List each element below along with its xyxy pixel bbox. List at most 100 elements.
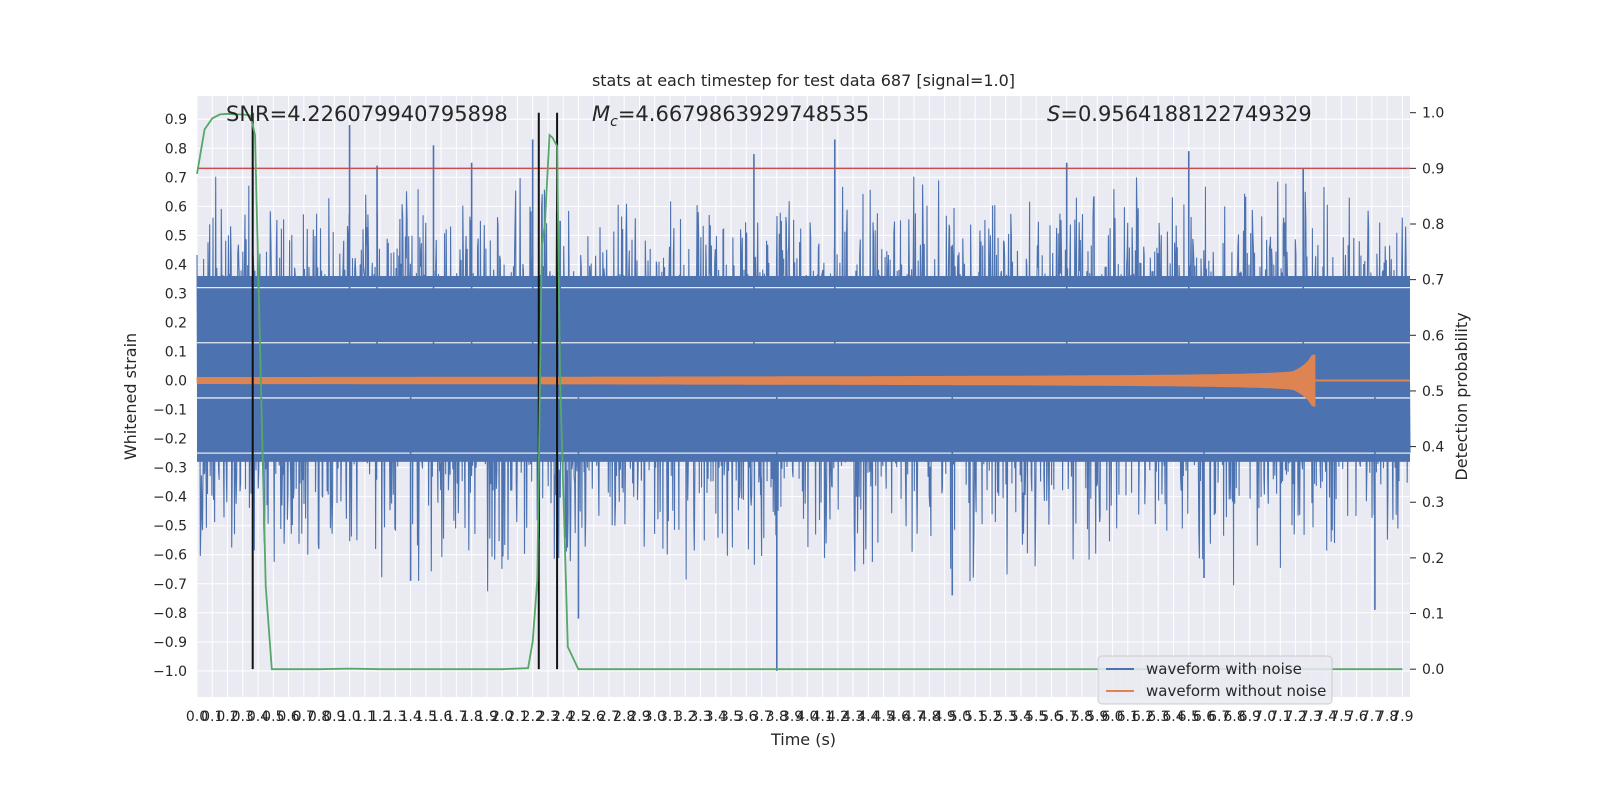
y-axis-label: Whitened strain [121,333,140,460]
y2-tick-label: 0.5 [1422,384,1444,400]
x-axis-label: Time (s) [770,730,836,749]
chirp-envelope [197,354,1316,407]
x-tick-label: 5.1 [964,709,986,725]
x-tick-label: 4.4 [857,709,879,725]
x-tick-label: 0.1 [201,709,223,725]
x-tick-label: 3.2 [674,709,696,725]
x-tick-label: 6.9 [1239,709,1261,725]
y-tick-label: 0.5 [165,228,187,244]
x-tick-label: 1.6 [430,709,452,725]
x-tick-label: 7.7 [1361,709,1383,725]
y2-tick-label: 0.8 [1422,217,1444,233]
y-tick-label: −0.7 [153,577,187,593]
x-tick-label: 7.8 [1376,709,1398,725]
y-tick-label: 0.0 [165,374,187,390]
x-tick-label: 3.8 [766,709,788,725]
x-tick-label: 0.3 [232,709,254,725]
y-tick-label: −0.8 [153,606,187,622]
x-tick-label: 6.0 [1101,709,1123,725]
x-tick-label: 1.2 [369,709,391,725]
x-tick-label: 4.5 [872,709,894,725]
x-tick-label: 4.2 [827,709,849,725]
y2-tick-label: 0.3 [1422,495,1444,511]
x-tick-label: 6.1 [1117,709,1139,725]
x-tick-label: 5.4 [1010,709,1032,725]
y-tick-label: 0.3 [165,286,187,302]
y-tick-label: −1.0 [153,664,187,680]
x-tick-label: 7.5 [1330,709,1352,725]
chirp-oscillation [196,376,564,385]
x-tick-label: 2.8 [613,709,635,725]
y-tick-label: −0.2 [153,432,187,448]
x-tick-label: 1.1 [354,709,376,725]
x-tick-label: 0.4 [247,709,269,725]
y2-tick-label: 1.0 [1422,106,1444,122]
legend-box [1097,655,1333,705]
score-value: =0.9564188122749329 [1060,102,1311,126]
x-tick-label: 2.6 [583,709,605,725]
x-tick-label: 4.8 [918,709,940,725]
y2-axis-label: Detection probability [1452,312,1471,480]
x-tick-label: 1.9 [476,709,498,725]
chirp-mass-value: =4.6679863929748535 [618,102,869,126]
x-tick-label: 4.6 [888,709,910,725]
y-tick-label: −0.3 [153,461,187,477]
detection-probability-line [196,112,1403,671]
chirp-mass-annotation: Mc=4.6679863929748535 [592,102,869,130]
y2-tick-label: 0.7 [1422,273,1444,289]
y-tick-label: −0.6 [153,548,187,564]
x-tick-label: 3.1 [659,709,681,725]
x-tick-label: 4.1 [811,709,833,725]
x-tick-label: 1.5 [415,709,437,725]
y2-tick-label: 0.1 [1422,607,1444,623]
y2-tick-label: 0.0 [1422,662,1444,678]
x-tick-label: 6.4 [1162,709,1184,725]
x-tick-label: 0.8 [308,709,330,725]
x-tick-label: 1.3 [384,709,406,725]
x-tick-label: 7.6 [1345,709,1367,725]
x-tick-label: 2.1 [506,709,528,725]
x-tick-label: 7.9 [1391,709,1413,725]
x-tick-label: 6.3 [1147,709,1169,725]
x-tick-label: 1.0 [338,709,360,725]
y2-tick-label: 0.4 [1422,440,1444,456]
y-tick-label: 0.2 [165,315,187,331]
x-tick-label: 5.0 [949,709,971,725]
y2-tick-label: 0.6 [1422,328,1444,344]
x-tick-label: 1.7 [445,709,467,725]
x-tick-label: 1.4 [399,709,421,725]
x-tick-label: 4.7 [903,709,925,725]
x-tick-label: 0.9 [323,709,345,725]
x-tick-label: 0.2 [216,709,238,725]
y-tick-label: 0.6 [165,199,187,215]
x-tick-label: 3.9 [781,709,803,725]
y2-tick-label: 0.2 [1422,551,1444,567]
x-tick-label: 5.3 [995,709,1017,725]
y-tick-label: −0.9 [153,635,187,651]
chart-title: stats at each timestep for test data 687… [592,71,1015,90]
y-tick-label: −0.1 [153,403,187,419]
score-symbol: S [1047,102,1060,126]
x-tick-label: 6.7 [1208,709,1230,725]
x-tick-label: 0.6 [277,709,299,725]
x-tick-label: 7.1 [1269,709,1291,725]
snr-annotation: SNR=4.226079940795898 [226,102,508,126]
x-tick-label: 2.4 [552,709,574,725]
x-tick-label: 4.3 [842,709,864,725]
y-tick-label: 0.4 [165,257,187,273]
x-tick-label: 5.2 [979,709,1001,725]
x-tick-label: 2.2 [522,709,544,725]
x-tick-label: 2.7 [598,709,620,725]
x-tick-label: 7.3 [1300,709,1322,725]
x-tick-label: 4.0 [796,709,818,725]
x-tick-label: 6.2 [1132,709,1154,725]
x-tick-label: 0.0 [186,709,208,725]
y-tick-label: −0.5 [153,519,187,535]
x-tick-label: 2.5 [567,709,589,725]
score-annotation: S=0.9564188122749329 [1047,102,1312,126]
x-tick-label: 0.5 [262,709,284,725]
x-tick-label: 3.3 [689,709,711,725]
y-tick-label: 0.9 [165,112,187,128]
